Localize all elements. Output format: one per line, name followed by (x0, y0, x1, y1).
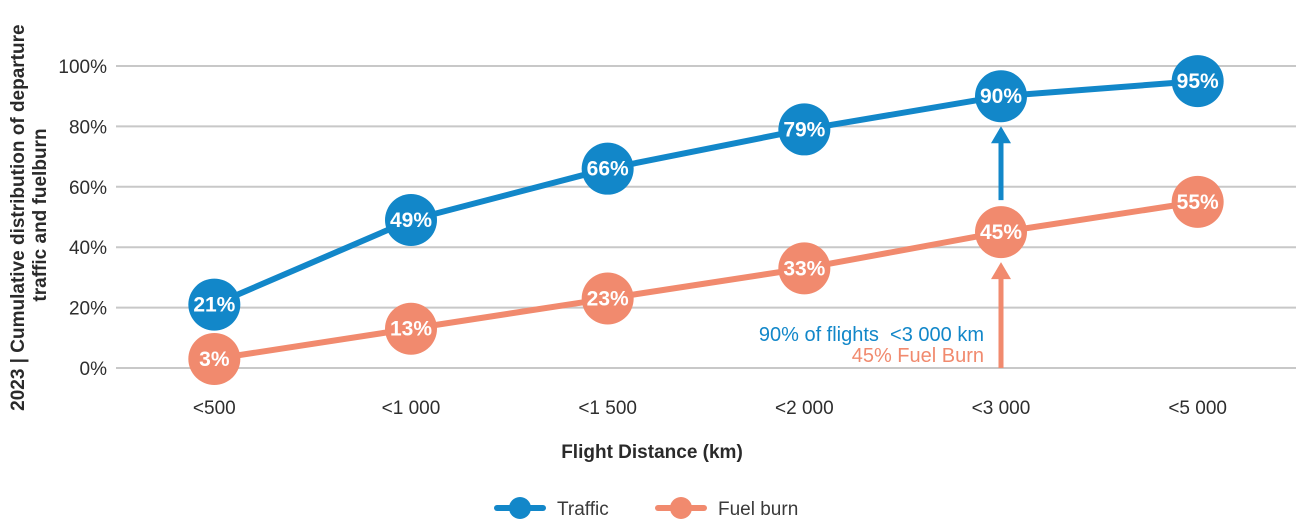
traffic-data-point-marker (581, 142, 634, 195)
traffic-data-point-label: 95% (1177, 70, 1219, 93)
fuel-burn-data-point-marker (188, 332, 241, 385)
traffic-data-point-label: 49% (390, 209, 432, 232)
x-tick-label: <5 000 (1168, 398, 1227, 419)
traffic-data-point-marker (1171, 55, 1224, 108)
grid-layer: 0% 20% 40% 60% 80% 100% (58, 57, 1296, 380)
series-layer: 21% 49% 66% 79% 90% 95% 3% 13% 23% 33% 45% 55% (188, 55, 1224, 385)
traffic-arrow-icon-head (991, 126, 1011, 144)
annotation-arrows (991, 126, 1011, 368)
y-tick-label: 20% (69, 299, 107, 320)
legend-fuel-label: Fuel burn (718, 499, 798, 520)
traffic-data-point-label: 66% (587, 158, 629, 181)
legend-fuel-marker-icon (670, 497, 692, 519)
fuel-burn-data-point-marker (1171, 175, 1224, 228)
traffic-line (211, 78, 1201, 308)
x-axis-layer: <500 <1 000 <1 500 <2 000 <3 000 <5 000 (193, 398, 1227, 419)
traffic-data-point-marker (975, 70, 1027, 123)
fuel-burn-data-point-label: 3% (199, 348, 230, 371)
fuel-burn-data-point-label: 45% (980, 221, 1022, 244)
fuel-burn-data-point-label: 55% (1177, 191, 1219, 214)
y-axis-title-line1: 2023 | Cumulative distribution of depart… (8, 24, 29, 410)
series-fuel-burn: 3% 13% 23% 33% 45% 55% (188, 175, 1224, 385)
fuel-burn-data-point-marker (778, 242, 831, 295)
x-tick-label: <3 000 (972, 398, 1031, 419)
fuel-burn-data-point-marker (581, 272, 634, 325)
traffic-data-point-marker (385, 194, 437, 247)
x-tick-label: <500 (193, 398, 236, 419)
x-tick-label: <1 000 (382, 398, 441, 419)
series-traffic: 21% 49% 66% 79% 90% 95% (188, 55, 1224, 331)
y-tick-label: 0% (80, 359, 108, 380)
legend-item-fuel-burn: Fuel burn (655, 497, 798, 520)
traffic-data-point-marker (778, 103, 831, 156)
y-tick-label: 60% (69, 178, 107, 199)
x-tick-label: <2 000 (775, 398, 834, 419)
traffic-data-point-label: 90% (980, 85, 1022, 108)
y-tick-label: 100% (58, 57, 107, 78)
y-axis-title: 2023 | Cumulative distribution of depart… (8, 19, 51, 411)
legend-item-traffic: Traffic (494, 497, 609, 520)
y-tick-label: 40% (69, 238, 107, 259)
x-tick-label: <1 500 (578, 398, 637, 419)
fuel-burn-data-point-label: 13% (390, 318, 432, 341)
annotation-traffic-text: 90% of flights <3 000 km (759, 324, 984, 346)
legend-traffic-marker-icon (509, 497, 531, 519)
y-axis-title-line2: traffic and fuelburn (30, 128, 51, 301)
y-tick-label: 80% (69, 117, 107, 138)
fuel-arrow-icon-head (991, 262, 1011, 280)
traffic-data-point-label: 21% (193, 294, 235, 317)
fuel-burn-data-point-label: 33% (783, 257, 825, 280)
traffic-data-point-marker (188, 278, 241, 331)
annotation-fuel-text: 45% Fuel Burn (852, 345, 984, 367)
fuel-burn-data-point-label: 23% (587, 288, 629, 311)
x-axis-title: Flight Distance (km) (561, 442, 743, 463)
fuel-burn-line (211, 198, 1201, 362)
fuel-burn-data-point-marker (975, 206, 1027, 259)
legend-traffic-label: Traffic (557, 499, 609, 520)
fuel-burn-data-point-marker (385, 302, 437, 355)
traffic-data-point-label: 79% (783, 118, 825, 141)
legend: Traffic Fuel burn (494, 497, 798, 520)
